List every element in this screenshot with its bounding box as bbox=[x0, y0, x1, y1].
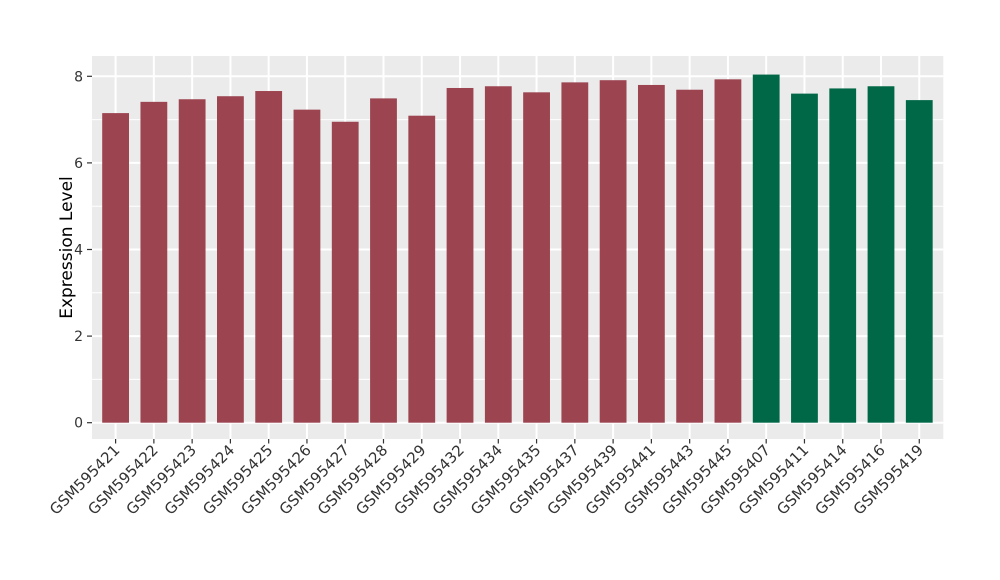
bar-GSM595435 bbox=[523, 92, 550, 423]
bar-GSM595443 bbox=[676, 89, 704, 423]
bar-GSM595432 bbox=[446, 87, 474, 423]
y-axis-title: Expression Level bbox=[57, 176, 77, 319]
bar-GSM595445 bbox=[714, 79, 742, 423]
bar-GSM595422 bbox=[140, 101, 168, 423]
bar-GSM595411 bbox=[791, 93, 818, 423]
bar-GSM595439 bbox=[599, 80, 627, 423]
y-tick-label: 4 bbox=[74, 243, 83, 259]
plot-layers: 02468GSM595421GSM595422GSM595423GSM59542… bbox=[46, 56, 944, 518]
y-tick-label: 8 bbox=[74, 69, 83, 85]
bar-GSM595437 bbox=[561, 82, 589, 423]
bar-GSM595441 bbox=[637, 84, 665, 423]
bar-GSM595421 bbox=[102, 113, 129, 423]
bar-GSM595423 bbox=[178, 99, 206, 423]
bar-GSM595419 bbox=[905, 100, 933, 423]
bar-GSM595414 bbox=[829, 88, 857, 423]
y-tick-label: 2 bbox=[74, 329, 83, 345]
bar-GSM595434 bbox=[484, 86, 512, 423]
bar-GSM595428 bbox=[370, 98, 397, 423]
bar-GSM595416 bbox=[867, 86, 895, 423]
bar-GSM595424 bbox=[217, 96, 244, 423]
y-tick-label: 6 bbox=[74, 156, 83, 172]
bar-GSM595425 bbox=[255, 91, 283, 423]
bar-GSM595427 bbox=[331, 121, 359, 423]
y-tick-label: 0 bbox=[74, 416, 83, 432]
bar-GSM595426 bbox=[293, 109, 321, 423]
bar-GSM595407 bbox=[752, 74, 780, 423]
bar-GSM595429 bbox=[408, 115, 436, 423]
